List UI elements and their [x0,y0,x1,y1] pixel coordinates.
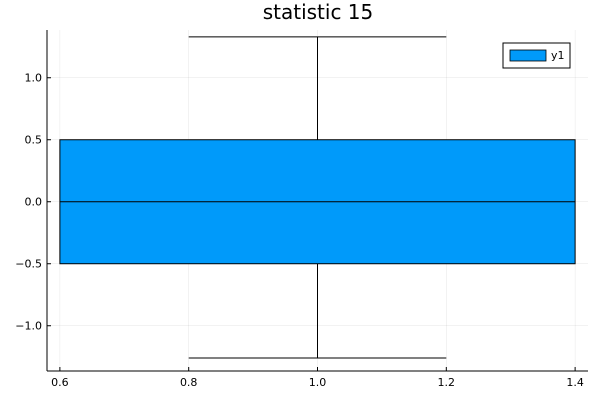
y-tick-label: −1.0 [15,320,42,333]
legend-label: y1 [551,49,565,62]
legend: y1 [502,42,571,69]
x-tick-label: 0.6 [51,376,69,389]
x-axis-ticks: 0.6 0.8 1.0 1.2 1.4 [51,367,584,389]
x-tick-label: 1.4 [566,376,584,389]
x-tick-label: 1.2 [438,376,456,389]
x-tick-label: 0.8 [180,376,198,389]
y-tick-label: 1.0 [25,72,43,85]
x-tick-label: 1.0 [309,376,327,389]
y-axis-ticks: −1.0 −0.5 0.0 0.5 1.0 [15,72,51,333]
plot-area [59,36,576,359]
chart-title: statistic 15 [263,0,374,24]
y-tick-label: 0.0 [25,196,43,209]
y-tick-label: −0.5 [15,258,42,271]
legend-swatch [509,49,547,62]
y-tick-label: 0.5 [25,134,43,147]
